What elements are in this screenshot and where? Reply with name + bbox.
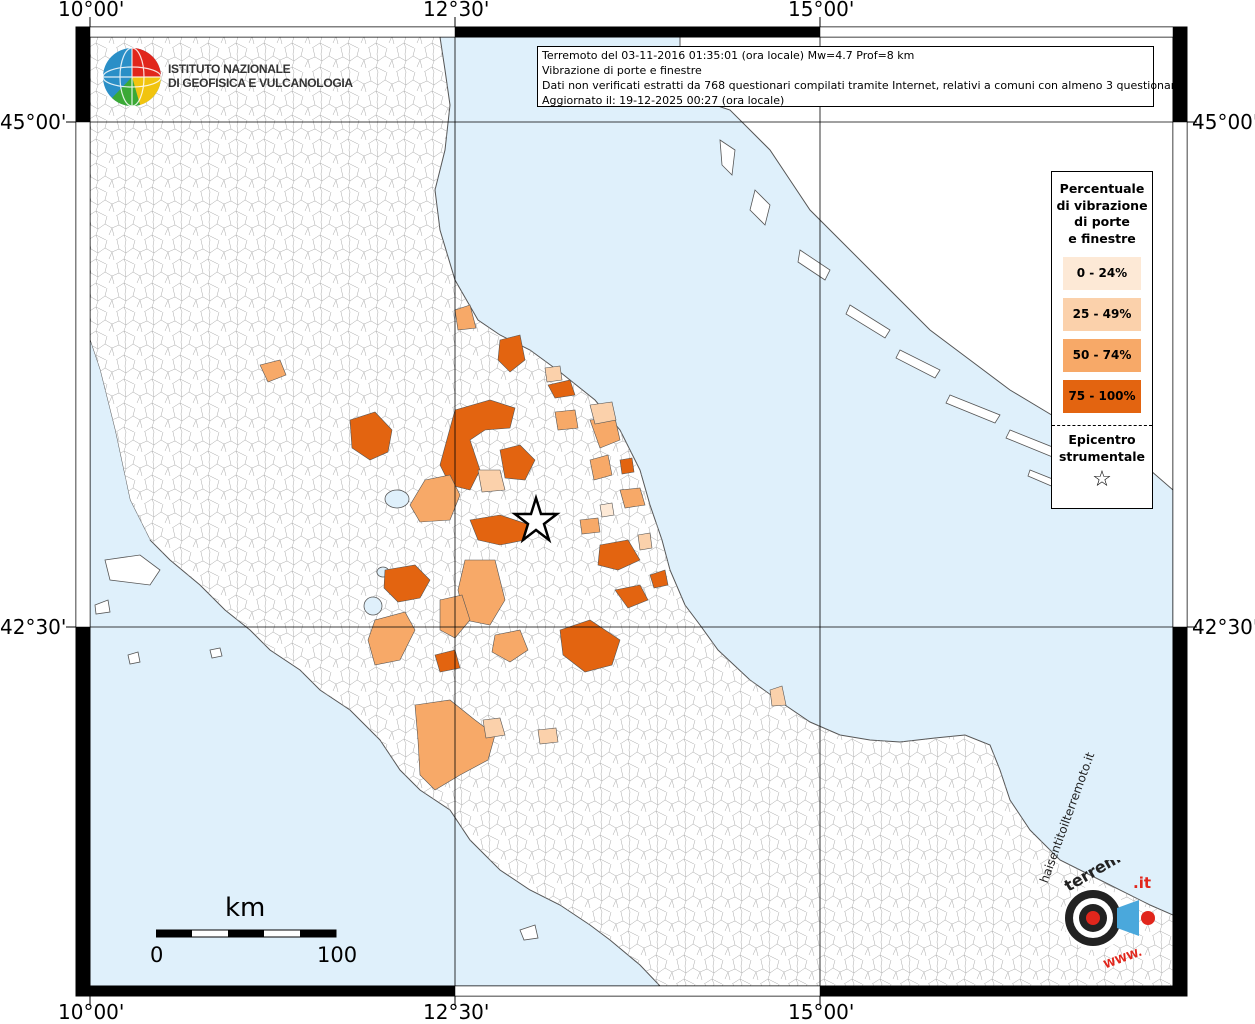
ingv-name: ISTITUTO NAZIONALE DI GEOFISICA E VULCAN… (168, 62, 353, 90)
data-disclaimer: Dati non verificati estratti da 768 ques… (542, 79, 1182, 92)
legend-title-line: e finestre (1068, 230, 1136, 246)
haisentito-logo: terremoto .it haisentitoilterremoto.it W… (1035, 750, 1170, 975)
class-25-49-areas (477, 365, 787, 745)
scale-end: 100 (317, 943, 358, 967)
lon-tick-bottom-10: 10°00' (58, 1000, 125, 1024)
legend-divider (1052, 425, 1152, 426)
lon-tick-bottom-12-30: 12°30' (423, 1000, 490, 1024)
legend: Percentuale di vibrazione di porte e fin… (1051, 171, 1153, 509)
map-frame (66, 17, 1197, 1006)
scale-bar-graphic (156, 929, 337, 938)
star-icon: ☆ (1092, 467, 1112, 492)
update-timestamp: Aggiornato il: 19-12-2025 00:27 (ora loc… (542, 94, 785, 107)
svg-text:.it: .it (1133, 874, 1151, 892)
event-info-box: Terremoto del 03-11-2016 01:35:01 (ora l… (537, 46, 1182, 107)
lon-tick-top-10: 10°00' (58, 0, 125, 21)
legend-title-line: di porte (1074, 214, 1130, 229)
lat-tick-left-42-30: 42°30' (0, 615, 67, 639)
epicenter-legend-label: Epicentro strumentale (1052, 432, 1152, 465)
epicenter-label-line: Epicentro (1068, 432, 1136, 447)
ingv-logo (100, 46, 310, 108)
legend-item-75-100: 75 - 100% (1063, 380, 1141, 413)
epicenter-label-line: strumentale (1058, 448, 1146, 464)
lat-tick-right-45: 45°00' (1192, 110, 1255, 134)
legend-item-25-49: 25 - 49% (1063, 298, 1141, 331)
lon-tick-top-12-30: 12°30' (423, 0, 490, 21)
class-75-100-areas (349, 334, 669, 673)
scale-unit: km (225, 893, 266, 923)
legend-title-line: di vibrazione (1056, 197, 1148, 213)
globe-icon (102, 47, 162, 107)
lat-tick-right-42-30: 42°30' (1192, 615, 1255, 639)
lat-tick-left-45: 45°00' (0, 110, 67, 134)
class-0-24-areas (599, 502, 615, 518)
legend-item-50-74: 50 - 74% (1063, 339, 1141, 372)
graticule (90, 37, 1173, 986)
class-50-74-areas (259, 304, 646, 791)
legend-title-line: Percentuale (1059, 181, 1145, 196)
lon-tick-top-15: 15°00' (788, 0, 855, 21)
ingv-name-line1: ISTITUTO NAZIONALE (168, 62, 291, 76)
event-title: Terremoto del 03-11-2016 01:35:01 (ora l… (542, 49, 915, 62)
lon-tick-bottom-15: 15°00' (788, 1000, 855, 1024)
legend-item-0-24: 0 - 24% (1063, 257, 1141, 290)
epicenter-star-icon (511, 493, 561, 544)
ingv-name-line2: DI GEOFISICA E VULCANOLOGIA (168, 76, 353, 90)
scale-start: 0 (150, 943, 164, 967)
scale-bar: km 0 100 (150, 893, 357, 973)
map-subject: Vibrazione di porte e finestre (542, 64, 702, 77)
legend-title: Percentuale di vibrazione di porte e fin… (1052, 181, 1152, 247)
